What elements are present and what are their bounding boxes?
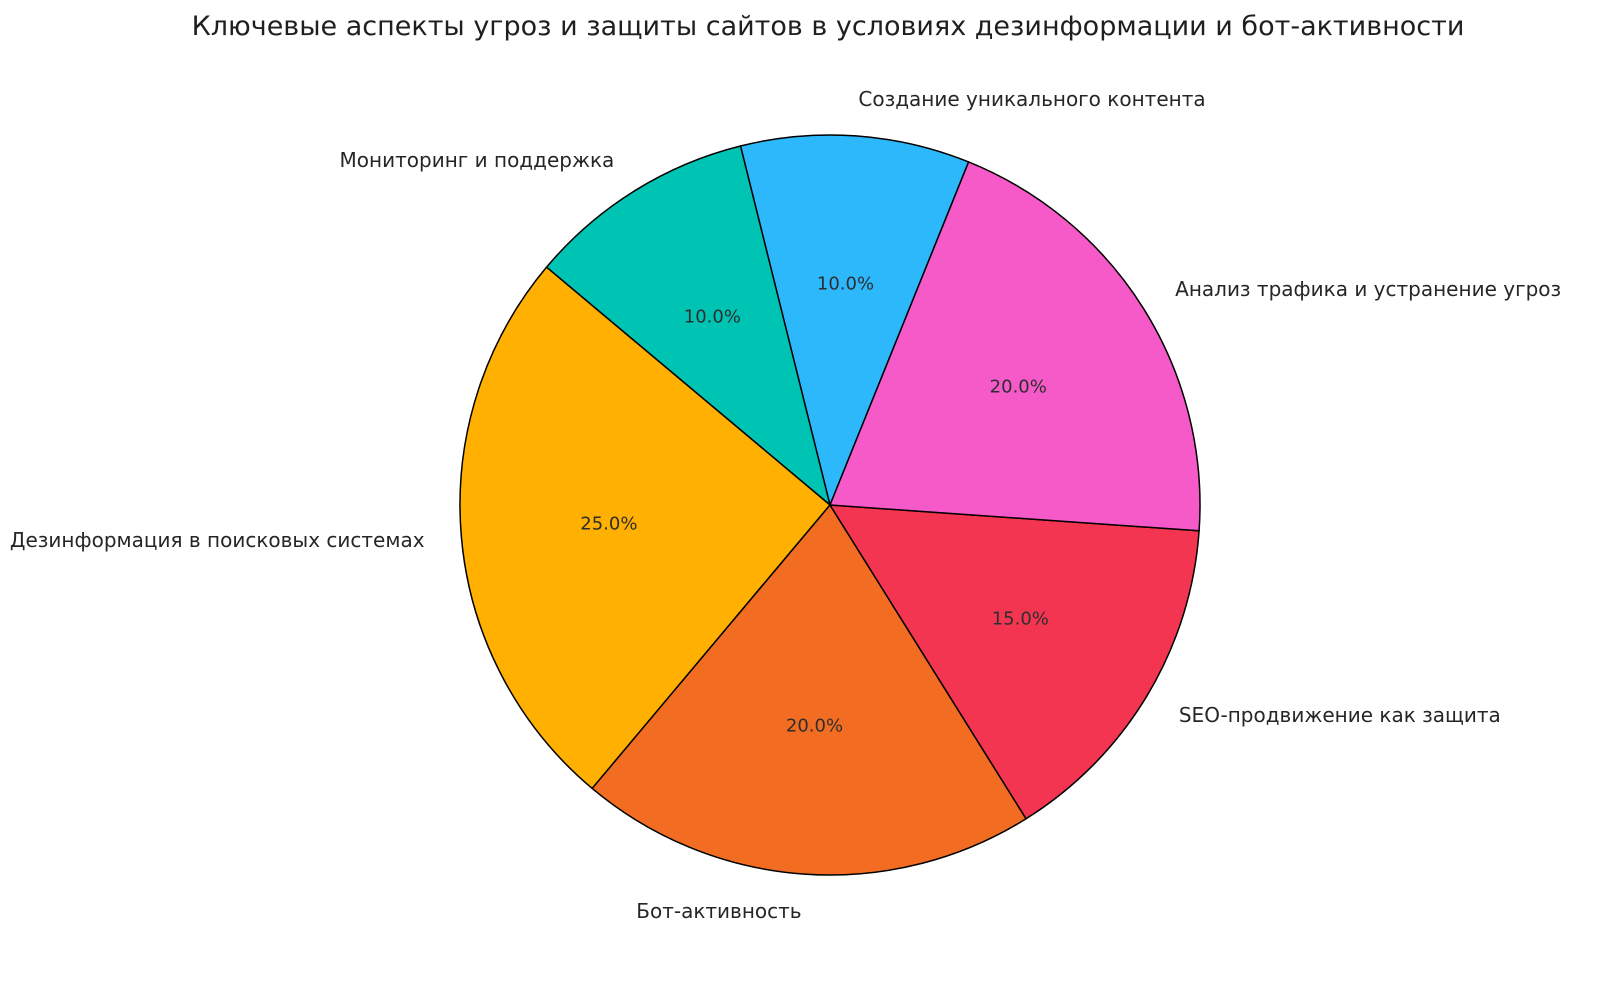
slice-label-5: Анализ трафика и устранение угроз (1175, 277, 1562, 302)
slice-label-0: Создание уникального контента (858, 86, 1206, 111)
pie-slice-2 (459, 266, 831, 790)
slice-pct-label-1: 10.0% (683, 306, 741, 328)
slice-label-1: Мониторинг и поддержка (339, 147, 615, 172)
chart-title: Ключевые аспекты угроз и защиты сайтов в… (191, 11, 1465, 42)
pie-slice-4 (829, 504, 1200, 820)
pie-slice-1 (545, 145, 831, 506)
pie-slice-5 (829, 161, 1201, 532)
slice-label-3: Бот-активность (636, 899, 802, 923)
slice-pct-label-5: 20.0% (989, 376, 1047, 398)
slice-pct-label-3: 20.0% (785, 715, 844, 737)
slice-pct-label-4: 15.0% (991, 608, 1049, 630)
pie-slice-0 (739, 134, 970, 506)
slice-pct-label-0: 10.0% (816, 273, 875, 295)
slice-label-4: SEO-продвижение как защита (1178, 702, 1501, 727)
slice-label-2: Дезинформация в поисковых системах (9, 528, 425, 553)
pie-slice-3 (591, 504, 1027, 876)
slice-pct-label-2: 25.0% (580, 513, 638, 535)
